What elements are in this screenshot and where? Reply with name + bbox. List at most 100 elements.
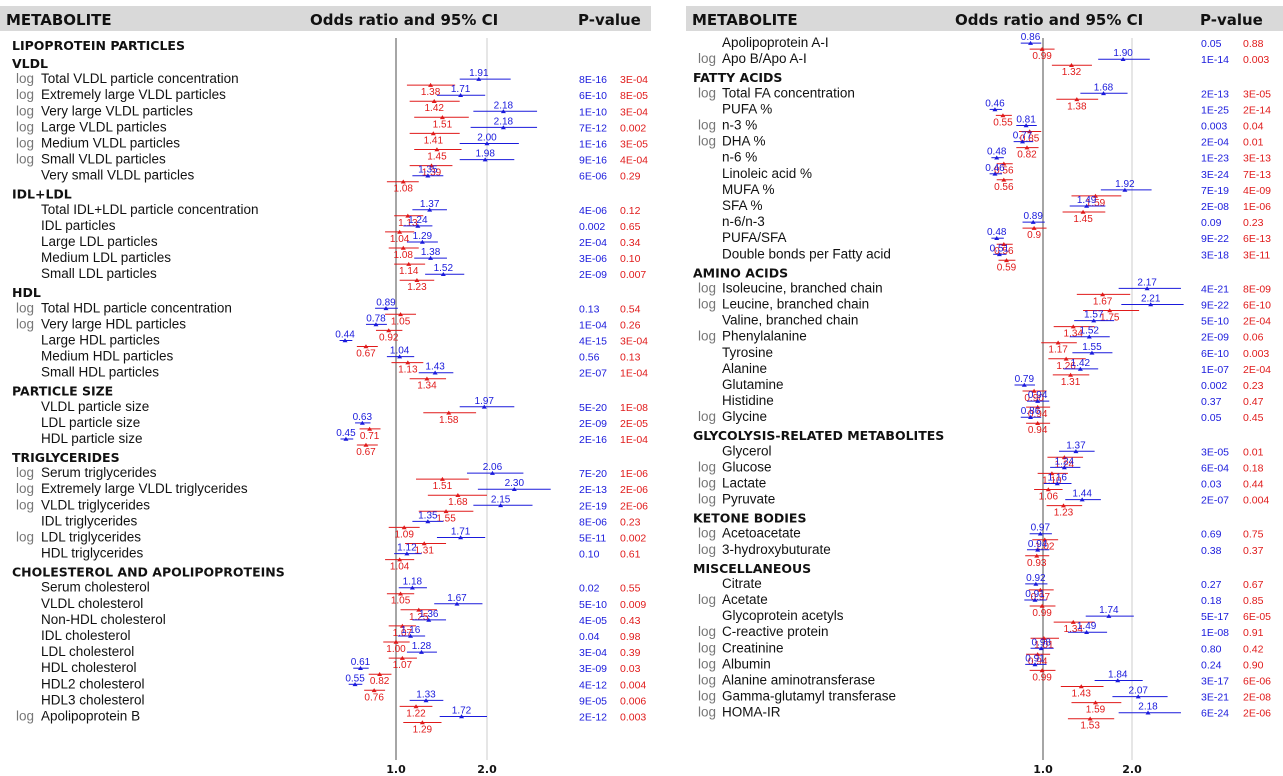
blue-odds-ratio-label: 0.86 [1021,32,1041,43]
blue-odds-ratio-label: 1.52 [434,263,454,274]
blue-point-estimate [428,255,434,260]
blue-odds-ratio-label: 1.72 [452,706,472,717]
pvalue-model-2: 0.43 [620,615,641,627]
blue-point-estimate [459,714,465,719]
blue-point-estimate [425,173,431,178]
pvalue-model-2: 0.42 [1243,643,1264,655]
section-heading: LIPOPROTEIN PARTICLES [12,38,185,53]
blue-odds-ratio-label: 1.49 [1077,195,1097,206]
pvalue-model-2: 0.04 [1243,121,1264,133]
red-odds-ratio-label: 1.68 [448,497,468,508]
blue-point-estimate [1084,203,1090,208]
log-transform-marker: log [16,87,34,102]
blue-point-estimate [1032,597,1038,602]
blue-odds-ratio-label: 1.16 [1048,473,1068,484]
log-transform-marker: log [16,530,34,545]
red-odds-ratio-label: 1.00 [386,644,406,655]
pvalue-model-1: 1E-04 [579,319,607,331]
metabolite-label: LDL particle size [41,415,140,430]
blue-point-estimate [404,551,410,556]
blue-odds-ratio-label: 2.07 [1128,686,1148,697]
red-point-estimate [1068,63,1074,67]
red-odds-ratio-label: 1.01 [1034,640,1054,651]
red-point-estimate [1070,619,1076,624]
red-point-estimate [401,525,407,530]
blue-point-estimate [458,535,464,540]
pvalue-model-1: 1E-08 [1201,627,1229,639]
pvalue-model-2: 0.90 [1243,659,1264,671]
pvalue-model-2: 1E-04 [620,368,648,380]
metabolite-label: Total VLDL particle concentration [41,71,239,86]
red-odds-ratio-label: 1.14 [399,266,419,277]
blue-point-estimate [489,470,495,475]
blue-point-estimate [409,585,415,590]
log-transform-marker: log [698,526,716,541]
metabolite-label: Large LDL particles [41,234,158,249]
red-point-estimate [1063,356,1069,361]
blue-odds-ratio-label: 0.48 [987,227,1007,238]
blue-point-estimate [1035,398,1041,403]
red-point-estimate [430,131,436,136]
blue-point-estimate [342,338,348,343]
red-odds-ratio-label: 0.59 [997,262,1017,273]
red-odds-ratio-label: 1.59 [1086,198,1106,209]
red-point-estimate [424,376,430,381]
blue-odds-ratio-label: 1.90 [1113,48,1133,59]
blue-point-estimate [1023,123,1029,128]
blue-point-estimate [1089,350,1095,355]
red-odds-ratio-label: 1.17 [1048,345,1068,356]
blue-point-estimate [419,239,425,244]
metabolite-label: Double bonds per Fatty acid [722,246,891,261]
pvalue-model-2: 0.98 [620,631,641,643]
blue-point-estimate [358,666,364,670]
red-point-estimate [1035,421,1041,425]
blue-odds-ratio-label: 1.24 [408,215,428,226]
red-point-estimate [1024,145,1030,150]
blue-odds-ratio-label: 1.33 [416,689,436,700]
log-transform-marker: log [16,152,34,167]
pvalue-model-1: 0.13 [579,303,600,315]
blue-odds-ratio-label: 2.15 [491,494,511,505]
pvalue-model-2: 0.55 [620,583,641,595]
pvalue-model-2: 0.12 [620,205,641,217]
red-odds-ratio-label: 1.34 [1064,624,1084,635]
pvalue-model-2: 0.88 [1243,38,1264,50]
red-odds-ratio-label: 0.94 [1028,409,1048,420]
pvalue-model-1: 3E-09 [579,663,607,675]
blue-odds-ratio-label: 0.89 [376,297,396,308]
blue-point-estimate [994,155,1000,160]
section-heading: CHOLESTEROL AND APOLIPOPROTEINS [12,565,285,580]
red-point-estimate [400,245,406,250]
metabolite-label: Gamma-glutamyl transferase [722,689,896,704]
log-transform-marker: log [16,300,34,315]
blue-point-estimate [1120,57,1126,61]
pvalue-model-2: 0.23 [620,516,641,528]
pvalue-model-1: 3E-05 [1201,446,1229,458]
red-odds-ratio-label: 1.08 [394,250,414,261]
pvalue-model-2: 1E-04 [620,434,648,446]
red-point-estimate [1042,537,1048,542]
red-odds-ratio-label: 1.24 [1055,459,1075,470]
metabolite-label: Phenylalanine [722,329,807,344]
blue-point-estimate [343,436,349,441]
red-point-estimate [1093,193,1099,198]
metabolite-label: VLDL triglycerides [41,497,150,512]
blue-point-estimate [425,519,431,524]
red-odds-ratio-label: 1.34 [417,381,437,392]
blue-point-estimate [427,207,433,212]
pvalue-model-2: 2E-06 [620,484,648,496]
metabolite-label: VLDL cholesterol [41,596,143,611]
pvalue-model-1: 3E-18 [1201,249,1229,261]
red-odds-ratio-label: 0.56 [994,246,1014,257]
metabolite-label: Isoleucine, branched chain [722,280,883,295]
red-point-estimate [419,720,425,725]
pvalue-model-2: 0.004 [620,679,646,691]
pvalue-model-2: 0.29 [620,171,641,183]
metabolite-label: HDL triglycerides [41,546,144,561]
blue-odds-ratio-label: 0.63 [353,412,373,423]
pvalue-model-2: 3E-13 [1243,153,1271,165]
pvalue-model-2: 0.002 [620,122,646,134]
section-heading: AMINO ACIDS [693,265,788,280]
metabolite-label: HDL3 cholesterol [41,692,145,707]
red-odds-ratio-label: 1.58 [439,415,459,426]
